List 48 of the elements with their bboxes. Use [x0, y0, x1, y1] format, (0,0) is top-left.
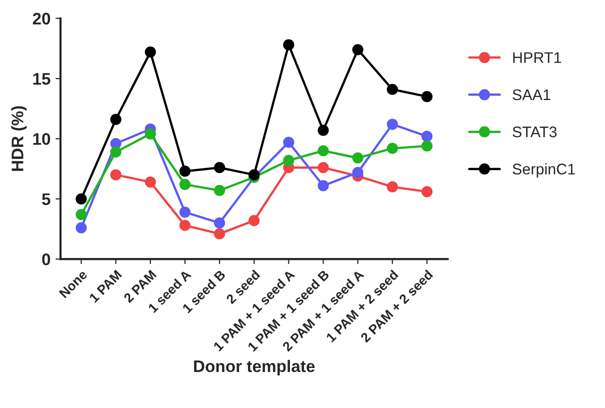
point: [214, 217, 226, 229]
point: [421, 91, 433, 102]
point: [318, 145, 329, 156]
point: [386, 118, 398, 130]
point: [386, 142, 398, 154]
y-tick-label: 5: [42, 193, 50, 206]
point: [283, 39, 294, 50]
point: [421, 140, 433, 152]
point: [352, 44, 364, 56]
point: [76, 222, 87, 234]
legend-label: SerpinC1: [512, 163, 575, 178]
point: [214, 162, 226, 174]
point: [144, 176, 156, 188]
legend-label: HPRT1: [513, 52, 562, 63]
point: [144, 46, 156, 58]
point: [248, 215, 260, 226]
y-tick-label: 10: [33, 133, 50, 145]
point: [421, 130, 433, 142]
point: [179, 206, 191, 218]
point: [110, 146, 122, 158]
point: [386, 84, 398, 95]
point: [283, 154, 294, 166]
point: [283, 136, 294, 148]
point: [318, 124, 329, 136]
point: [179, 178, 191, 190]
point: [110, 169, 122, 180]
legend-label: STAT3: [512, 126, 557, 138]
point: [421, 186, 433, 198]
point: [352, 166, 364, 178]
y-axis-title: HDR (%): [11, 106, 27, 171]
point: [248, 169, 260, 180]
y-tick-label: 20: [32, 12, 50, 25]
point: [214, 184, 226, 196]
point: [318, 162, 329, 174]
point: [76, 193, 87, 204]
point: [144, 128, 156, 140]
point: [386, 181, 398, 192]
point: [76, 208, 87, 220]
point: [110, 114, 122, 126]
y-tick-label: 0: [42, 253, 50, 266]
y-tick-label: 15: [33, 73, 50, 85]
point: [318, 180, 329, 192]
point: [179, 220, 191, 231]
point: [214, 228, 226, 240]
legend-label: SAA1: [512, 89, 550, 100]
x-axis-title: Donor template: [194, 360, 315, 376]
point: [352, 152, 364, 164]
point: [179, 166, 191, 177]
